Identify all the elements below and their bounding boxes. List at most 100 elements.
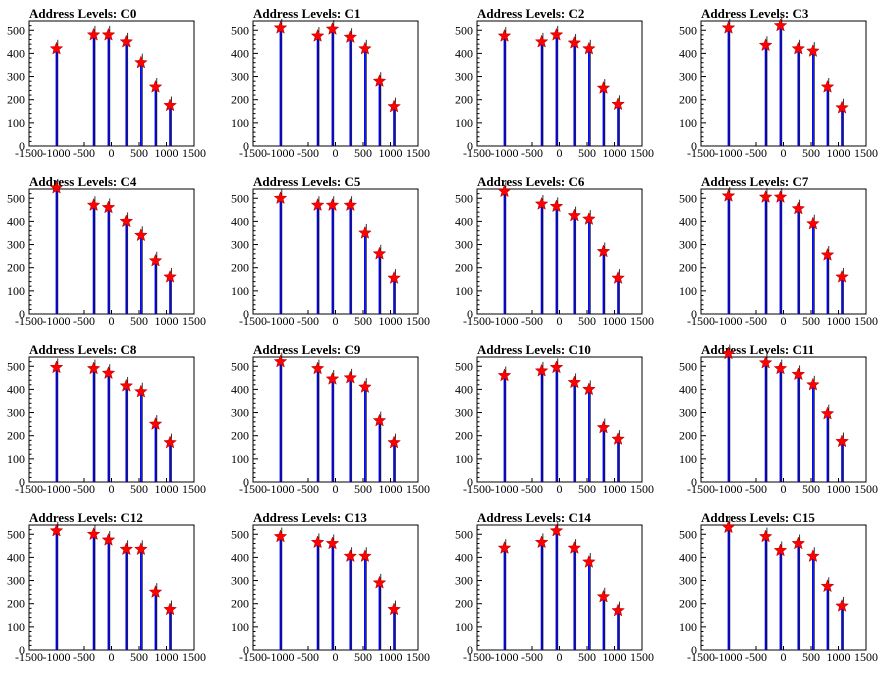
y-tick-label: 0 <box>467 643 473 657</box>
y-tick-label: 200 <box>455 429 473 443</box>
peak-bar <box>364 556 366 650</box>
peak-bar <box>92 534 95 650</box>
peak-bar <box>617 278 619 314</box>
peak-marker <box>721 520 736 534</box>
peak-marker <box>387 602 401 616</box>
panel-title: Address Levels: C6 <box>477 174 585 189</box>
peak-bar <box>279 198 282 314</box>
y-tick-label: 500 <box>455 527 473 541</box>
peak-marker <box>534 196 549 210</box>
y-tick-label: 200 <box>455 597 473 611</box>
peak-bar <box>55 367 58 482</box>
peak-marker <box>758 189 773 203</box>
panel-title: Address Levels: C3 <box>701 6 809 21</box>
peak-marker <box>497 368 512 382</box>
panel-2: Address Levels: C20100200300400500-1500-… <box>455 6 654 160</box>
peak-bar <box>125 385 128 482</box>
peak-marker <box>721 20 736 34</box>
y-tick-label: 0 <box>243 139 249 153</box>
peak-bar <box>154 86 157 146</box>
y-tick-label: 100 <box>679 620 697 634</box>
y-tick-label: 200 <box>679 93 697 107</box>
peak-bar <box>764 45 767 146</box>
x-tick-label: -1500 <box>463 482 491 496</box>
peak-marker <box>148 79 163 93</box>
x-tick-label: -1000 <box>267 314 295 328</box>
x-tick-label: -1000 <box>267 650 295 664</box>
peak-marker <box>806 377 820 391</box>
y-tick-label: 100 <box>455 284 473 298</box>
x-tick-label: 500 <box>578 650 596 664</box>
panel-12: Address Levels: C12 0 100 200 300 400 500 -1500… <box>7 510 206 664</box>
x-tick-label: 1500 <box>182 146 206 160</box>
peak-marker <box>567 208 582 222</box>
peak-bar <box>841 107 843 146</box>
peak-bar <box>279 361 282 482</box>
peak-bar <box>797 48 800 146</box>
peak-marker <box>372 73 387 87</box>
peak-bar <box>812 223 814 314</box>
panel-5: Address Levels: C50100200300400500-1500-… <box>231 174 430 328</box>
y-tick-label: 300 <box>455 406 473 420</box>
panel-title: Address Levels: C13 <box>253 510 367 525</box>
y-tick-label: 500 <box>7 23 25 37</box>
y-tick-label: 100 <box>231 620 249 634</box>
peak-marker <box>721 188 736 202</box>
peak-marker <box>835 100 849 114</box>
y-tick-label: 0 <box>19 643 25 657</box>
x-tick-label: -1500 <box>239 482 267 496</box>
peak-marker <box>387 99 401 113</box>
y-tick-label: 400 <box>455 46 473 60</box>
peak-marker <box>86 198 101 212</box>
peak-marker <box>596 589 611 603</box>
panel-title: Address Levels: C10 <box>477 342 591 357</box>
peak-marker <box>310 28 325 42</box>
peak-marker <box>567 540 582 554</box>
peak-marker <box>835 598 849 612</box>
x-tick-label: 500 <box>578 482 596 496</box>
peak-bar <box>617 439 619 482</box>
y-tick-label: 500 <box>7 527 25 541</box>
x-tick-label: 1000 <box>379 146 403 160</box>
y-tick-label: 400 <box>231 550 249 564</box>
x-tick-label: 0 <box>109 146 115 160</box>
peak-bar <box>826 586 829 650</box>
peak-bar <box>154 424 157 482</box>
panel-title: Address Levels: C0 <box>29 6 136 21</box>
y-tick-label: 0 <box>243 475 249 489</box>
peak-bar <box>364 232 366 314</box>
peak-bar <box>764 197 767 314</box>
y-tick-label: 500 <box>231 527 249 541</box>
peak-marker <box>163 602 177 616</box>
peak-marker <box>567 35 582 49</box>
peak-bar <box>602 427 605 482</box>
y-tick-label: 100 <box>231 284 249 298</box>
x-tick-label: 1000 <box>603 314 627 328</box>
peak-bar <box>841 606 843 650</box>
y-tick-label: 200 <box>231 429 249 443</box>
peak-marker <box>49 41 64 55</box>
peak-marker <box>835 434 849 448</box>
x-tick-label: 500 <box>130 314 148 328</box>
peak-bar <box>378 582 381 650</box>
peak-marker <box>582 554 596 568</box>
x-tick-label: -1000 <box>715 650 743 664</box>
peak-bar <box>331 205 334 314</box>
peak-marker <box>582 382 596 396</box>
peak-bar <box>107 373 110 482</box>
y-tick-label: 300 <box>679 238 697 252</box>
panel-title: Address Levels: C2 <box>477 6 584 21</box>
peak-marker <box>611 97 625 111</box>
x-tick-label: 500 <box>802 146 820 160</box>
x-tick-label: -1500 <box>15 146 43 160</box>
peak-bar <box>602 88 605 146</box>
peak-bar <box>503 375 506 482</box>
peak-marker <box>611 432 625 445</box>
peak-marker <box>358 379 372 393</box>
x-tick-label: -500 <box>521 482 543 496</box>
y-tick-label: 100 <box>679 284 697 298</box>
peak-bar <box>92 34 95 147</box>
y-tick-label: 0 <box>691 139 697 153</box>
peak-bar <box>764 362 767 482</box>
